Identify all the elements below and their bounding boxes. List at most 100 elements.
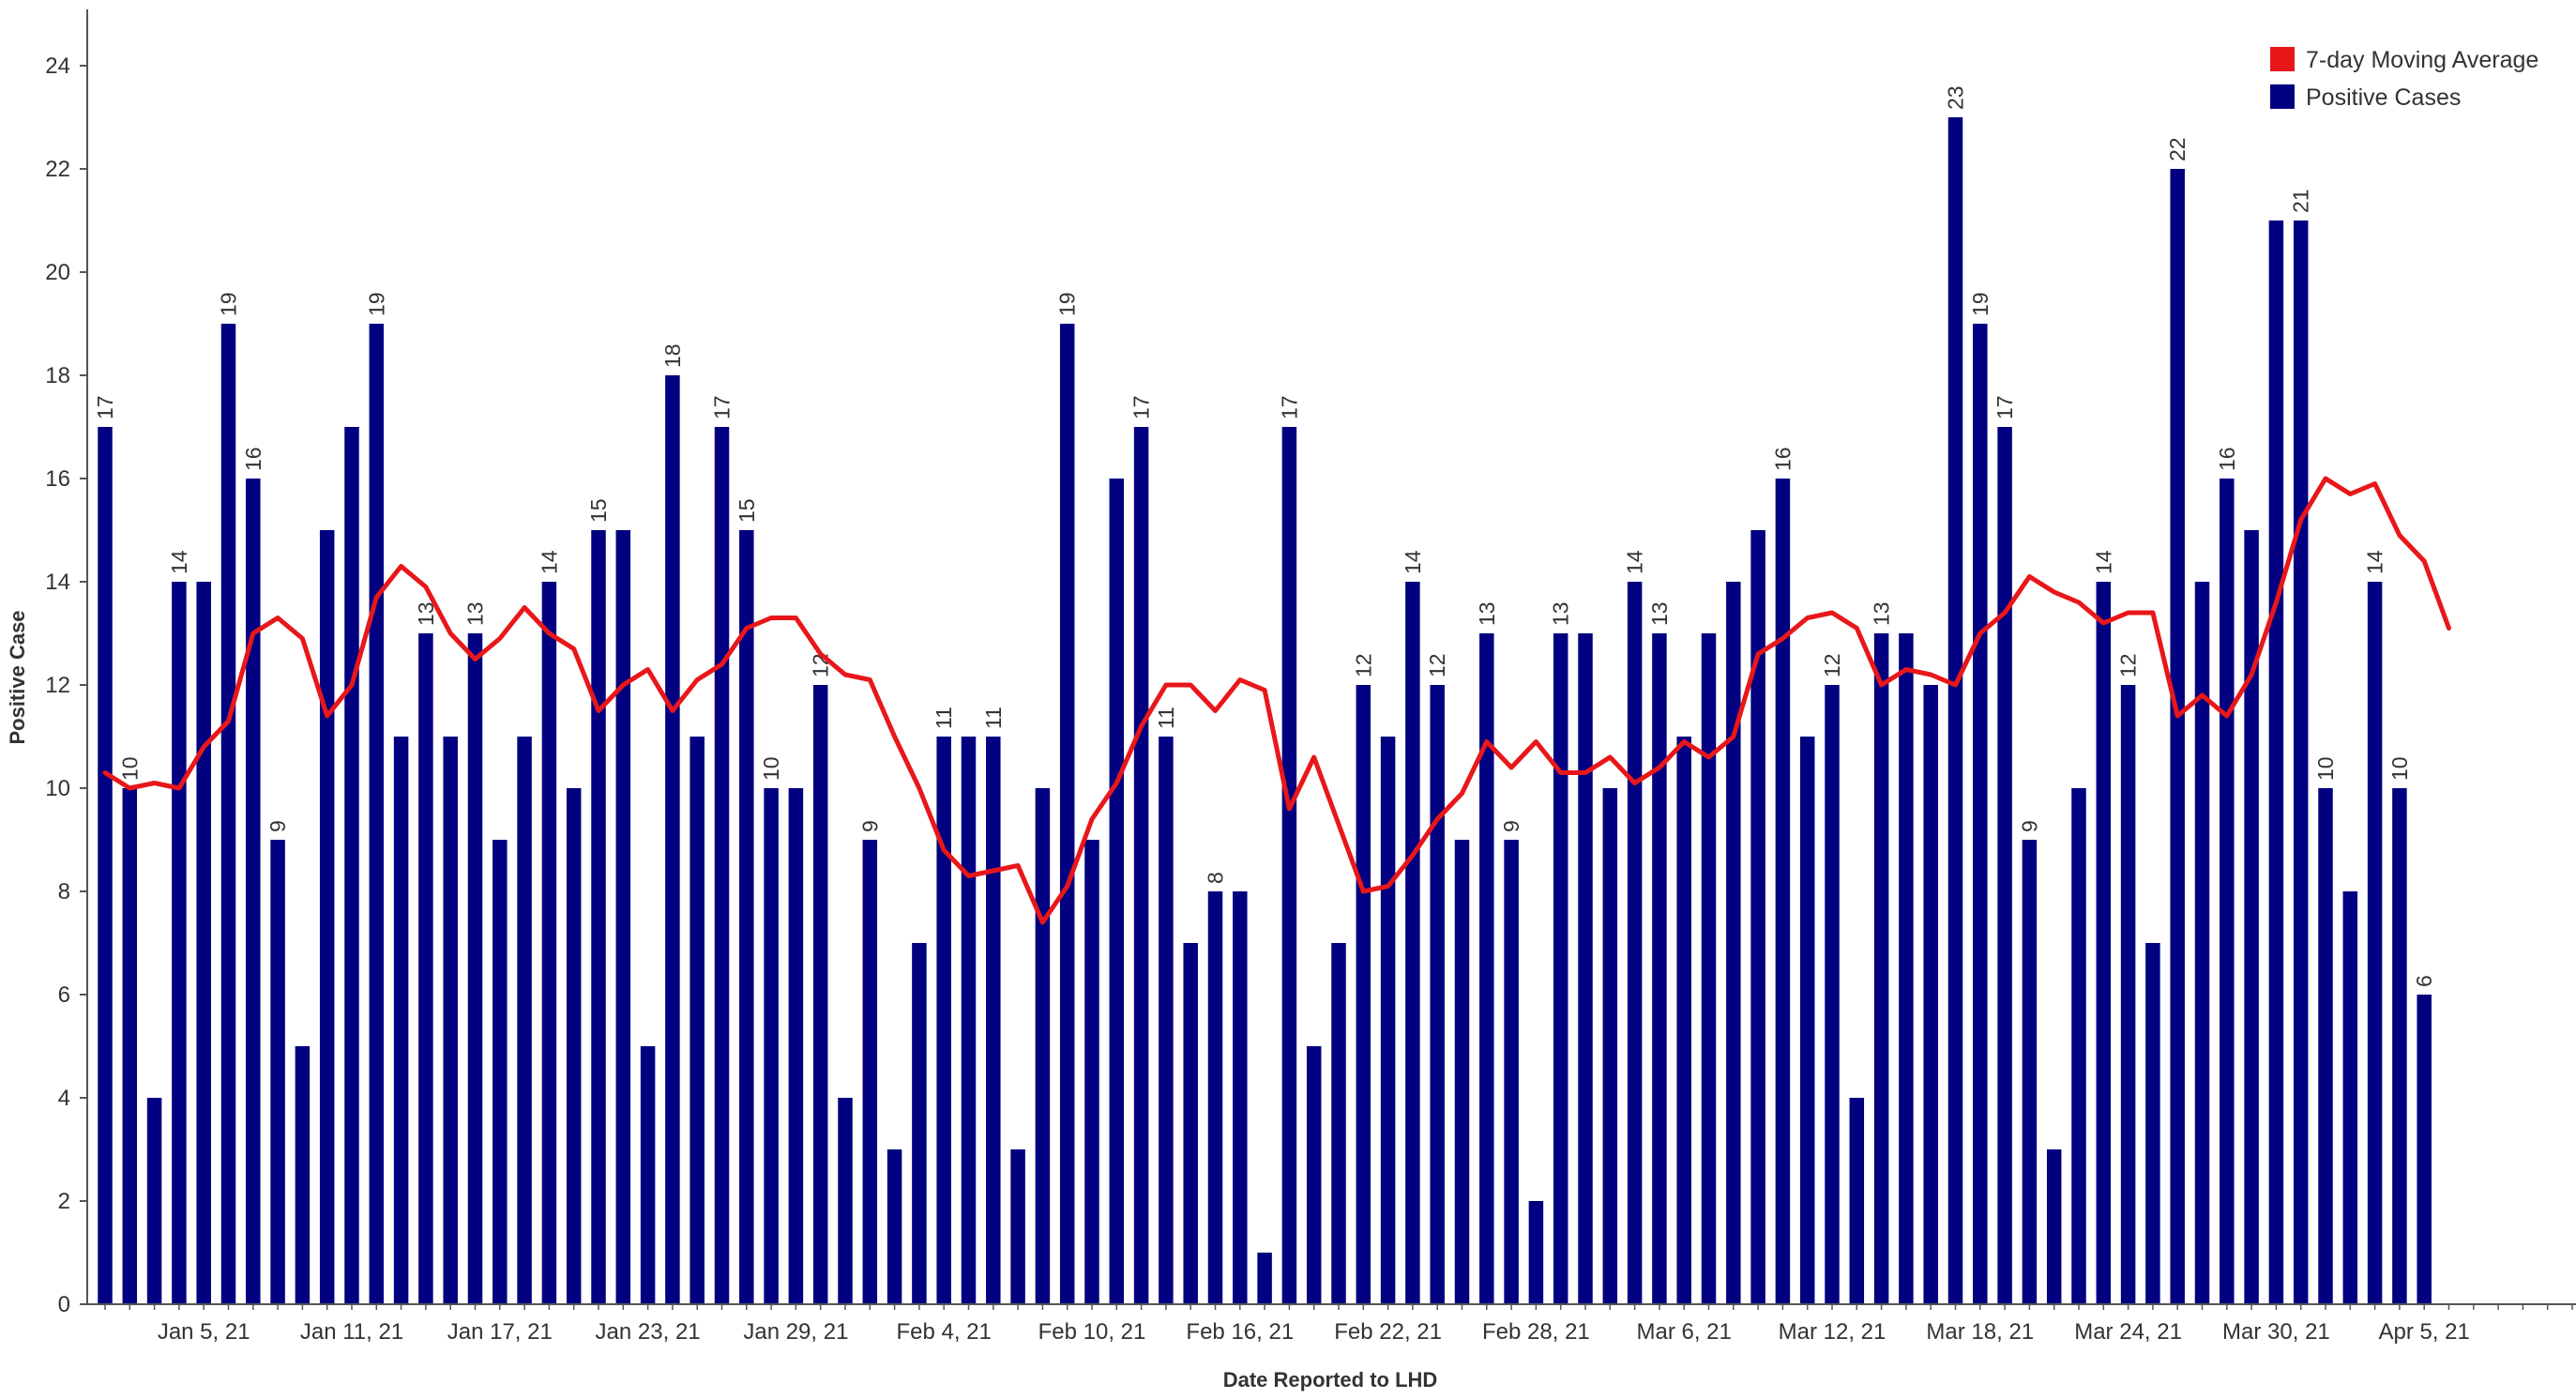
bar (2367, 582, 2383, 1304)
bar (1281, 427, 1297, 1304)
bar (1109, 479, 1125, 1304)
bar (1849, 1098, 1865, 1304)
bar (1652, 633, 1667, 1304)
legend-label-positive-cases: Positive Cases (2306, 84, 2461, 111)
moving-average-polyline (102, 476, 2451, 925)
bar (541, 582, 557, 1304)
bar (1997, 427, 2012, 1304)
bar (689, 737, 705, 1304)
bar (2096, 582, 2112, 1304)
x-tick-label: Feb 16, 21 (1186, 1319, 1294, 1345)
bar-value-label: 12 (809, 653, 833, 677)
x-tick-label: Feb 4, 21 (896, 1319, 991, 1345)
bar-value-label: 14 (1401, 550, 1425, 574)
bar-value-label: 22 (2165, 137, 2190, 161)
bar-value-label: 14 (167, 550, 191, 574)
bar (2145, 943, 2160, 1304)
bar (1799, 737, 1815, 1304)
x-tick-label: Jan 23, 21 (596, 1319, 701, 1345)
bar (812, 685, 828, 1304)
bar (838, 1098, 853, 1304)
bar-value-label: 19 (1968, 292, 1993, 316)
bar (1578, 633, 1593, 1304)
y-tick-label: 4 (58, 1086, 70, 1111)
y-tick-label: 16 (45, 466, 70, 492)
bar-value-label: 12 (1351, 653, 1375, 677)
bar-value-label: 13 (1647, 601, 1672, 626)
x-tick-label: Jan 11, 21 (300, 1319, 403, 1345)
bar (1973, 324, 1988, 1304)
bar-value-label: 17 (1129, 395, 1154, 419)
bar (1947, 117, 1963, 1304)
x-axis-ticks: Jan 5, 21 Jan 11, 21 Jan 17, 21 Jan 23, 21 J… (104, 1304, 2573, 1345)
bar (196, 582, 211, 1304)
y-tick-label: 24 (45, 53, 70, 79)
bar (788, 788, 804, 1304)
bar (2268, 220, 2284, 1304)
bar-value-label: 14 (537, 550, 561, 574)
bar (270, 840, 285, 1304)
y-tick-label: 8 (58, 879, 70, 905)
bar-value-label: 6 (2412, 975, 2436, 987)
bar (591, 530, 606, 1304)
legend: 7-day Moving Average Positive Cases (2270, 47, 2538, 111)
bar (862, 840, 878, 1304)
bar-value-label: 13 (463, 601, 488, 626)
bar-value-label: 16 (241, 447, 265, 471)
bar-value-label: 13 (1549, 601, 1573, 626)
x-tick-label: Mar 12, 21 (1779, 1319, 1887, 1345)
x-tick-label: Feb 10, 21 (1038, 1319, 1146, 1345)
bar (936, 737, 951, 1304)
y-tick-label: 10 (45, 776, 70, 801)
bar-value-label: 8 (1204, 872, 1228, 884)
bar (418, 633, 433, 1304)
bar (2194, 582, 2210, 1304)
bar (1133, 427, 1149, 1304)
bar-value-label: 17 (93, 395, 117, 419)
bar-value-label: 11 (932, 707, 956, 729)
x-tick-label: Apr 5, 21 (2378, 1319, 2469, 1345)
bar-value-label: 9 (265, 820, 290, 832)
bar (1602, 788, 1618, 1304)
bar (492, 840, 508, 1304)
bar (1233, 891, 1248, 1304)
y-tick-label: 20 (45, 260, 70, 285)
y-tick-label: 6 (58, 982, 70, 1008)
bar (1430, 685, 1445, 1304)
bar (467, 633, 483, 1304)
bar (1775, 479, 1791, 1304)
bar-value-label: 18 (660, 343, 685, 368)
bar (443, 737, 458, 1304)
bar (2120, 685, 2136, 1304)
bar (1380, 737, 1396, 1304)
bar (98, 427, 113, 1304)
bar (2417, 995, 2432, 1304)
x-tick-label: Feb 28, 21 (1482, 1319, 1590, 1345)
bar (764, 788, 779, 1304)
bar (714, 427, 730, 1304)
bar-value-label: 14 (1623, 550, 1647, 574)
bar (1479, 633, 1494, 1304)
bar (122, 788, 138, 1304)
y-tick-label: 12 (45, 673, 70, 698)
bar (1306, 1046, 1322, 1304)
x-tick-label: Mar 30, 21 (2222, 1319, 2330, 1345)
legend-label-moving-average: 7-day Moving Average (2306, 47, 2538, 73)
bar-value-labels: 17 10 14 19 16 9 19 13 13 14 15 18 17 15 10 12 9 11 11 19 17… (93, 85, 2436, 987)
y-tick-label: 22 (45, 157, 70, 182)
bar (2244, 530, 2259, 1304)
bar (1825, 685, 1840, 1304)
bar (1183, 943, 1198, 1304)
bar-value-label: 9 (857, 820, 882, 832)
bar (886, 1149, 902, 1304)
y-tick-label: 2 (58, 1189, 70, 1214)
bar (2318, 788, 2333, 1304)
bar (1084, 840, 1099, 1304)
bar (2293, 220, 2309, 1304)
legend-swatch-positive-cases (2270, 84, 2295, 109)
bar (344, 427, 359, 1304)
bar (1035, 788, 1051, 1304)
axes (86, 9, 2576, 1305)
bar-value-label: 19 (217, 292, 241, 316)
